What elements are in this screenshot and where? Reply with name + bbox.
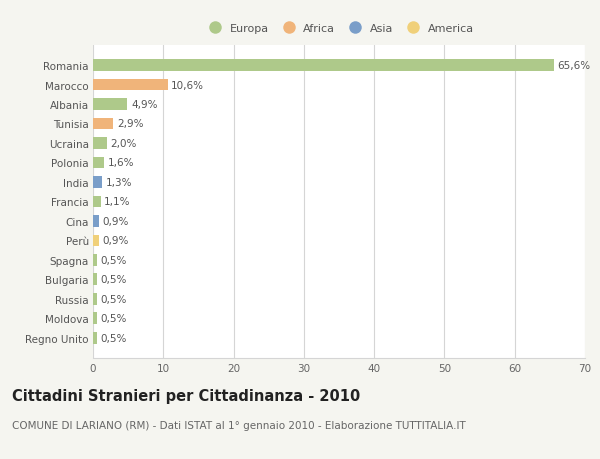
Legend: Europa, Africa, Asia, America: Europa, Africa, Asia, America <box>204 24 474 34</box>
Bar <box>93 196 101 208</box>
Bar <box>93 235 100 246</box>
Text: 0,9%: 0,9% <box>103 216 129 226</box>
Text: 2,9%: 2,9% <box>117 119 143 129</box>
Bar <box>93 118 113 130</box>
Text: 0,5%: 0,5% <box>100 294 127 304</box>
Bar <box>93 60 554 72</box>
Bar <box>93 313 97 325</box>
Bar <box>93 138 107 150</box>
Text: 1,6%: 1,6% <box>108 158 134 168</box>
Text: 0,5%: 0,5% <box>100 274 127 285</box>
Text: Cittadini Stranieri per Cittadinanza - 2010: Cittadini Stranieri per Cittadinanza - 2… <box>12 388 360 403</box>
Text: 0,5%: 0,5% <box>100 313 127 324</box>
Text: 1,3%: 1,3% <box>106 178 132 188</box>
Bar <box>93 99 127 111</box>
Text: COMUNE DI LARIANO (RM) - Dati ISTAT al 1° gennaio 2010 - Elaborazione TUTTITALIA: COMUNE DI LARIANO (RM) - Dati ISTAT al 1… <box>12 420 466 430</box>
Bar <box>93 157 104 169</box>
Text: 0,5%: 0,5% <box>100 333 127 343</box>
Text: 0,5%: 0,5% <box>100 255 127 265</box>
Bar <box>93 79 167 91</box>
Bar <box>93 274 97 285</box>
Bar <box>93 216 100 227</box>
Text: 0,9%: 0,9% <box>103 236 129 246</box>
Bar <box>93 254 97 266</box>
Text: 65,6%: 65,6% <box>557 61 591 71</box>
Text: 1,1%: 1,1% <box>104 197 131 207</box>
Text: 4,9%: 4,9% <box>131 100 157 110</box>
Bar <box>93 332 97 344</box>
Bar <box>93 293 97 305</box>
Text: 10,6%: 10,6% <box>171 80 204 90</box>
Text: 2,0%: 2,0% <box>110 139 137 149</box>
Bar <box>93 177 102 188</box>
